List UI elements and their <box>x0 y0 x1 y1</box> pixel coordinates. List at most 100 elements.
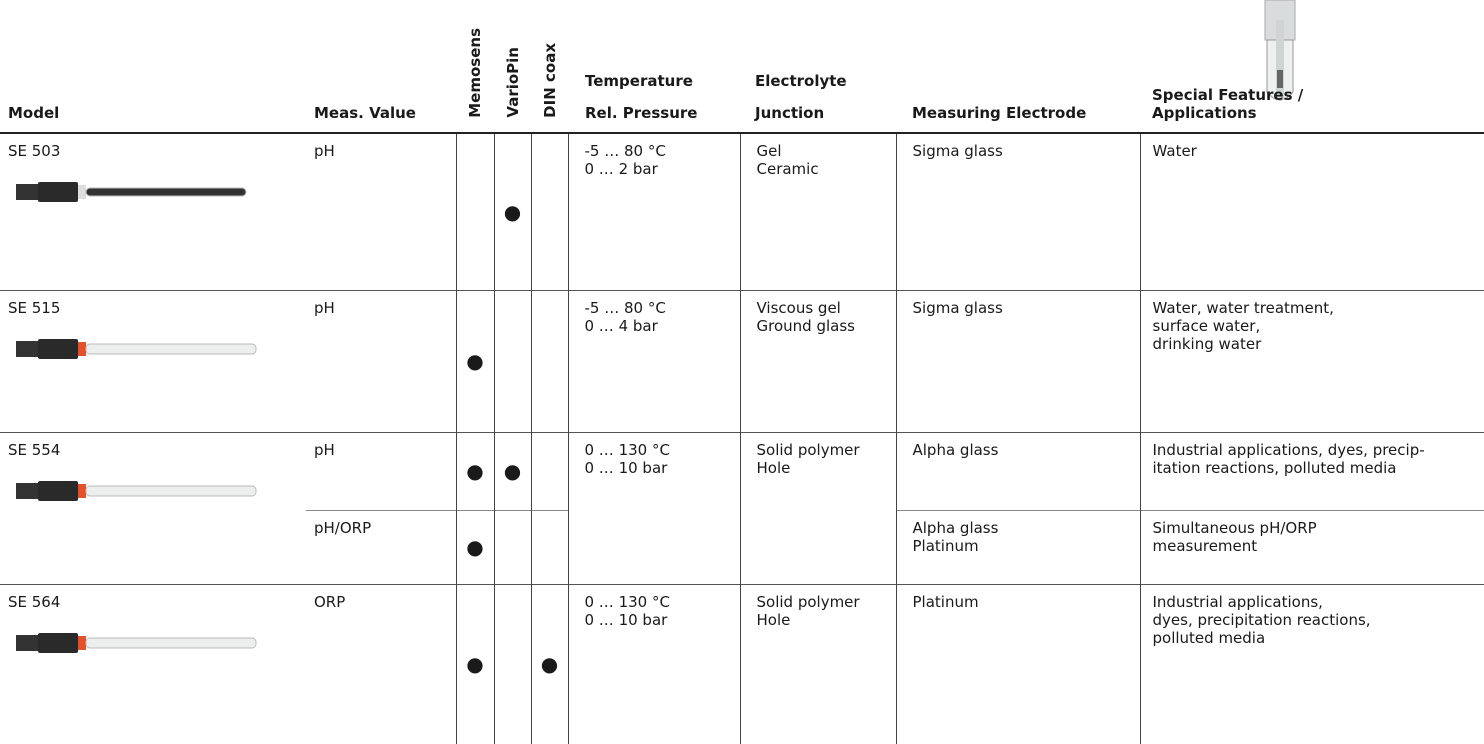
header-text: Special Features / <box>1152 86 1304 104</box>
cell-line: 0 … 4 bar <box>584 316 658 335</box>
meas-value-cell: pH <box>306 431 456 510</box>
electrode-cell: Alpha glass Platinum <box>895 509 1140 584</box>
connector-dot: ● <box>466 652 484 677</box>
applications-cell: Simultaneous pH/ORP measurement <box>1139 509 1484 584</box>
cell-line: Sigma glass <box>912 142 1003 160</box>
connector-cell <box>493 509 531 584</box>
cell-line: 0 … 2 bar <box>584 160 658 178</box>
cell-line: 0 … 130 °C <box>584 440 670 459</box>
connector-cell <box>455 132 494 290</box>
cell-line: Alpha glass <box>912 518 999 537</box>
electrode-cell: Sigma glass <box>895 132 1140 290</box>
electrolyte-cell: Gel Ceramic <box>739 132 896 290</box>
connector-cell: ● <box>455 509 494 584</box>
connector-dot: ● <box>503 459 522 483</box>
table-row: SE 554 pH ● ● 0 … 130 °C 0 … 10 bar Solid pol… <box>0 431 1484 584</box>
electrode-cell: Sigma glass <box>895 289 1140 432</box>
electrolyte-cell: Viscous gel Ground glass <box>739 289 896 432</box>
cell-line: 0 … 130 °C <box>584 592 670 611</box>
cell-line: 0 … 10 bar <box>584 458 668 477</box>
cell-line: Ceramic <box>756 160 819 178</box>
cell-line: Platinum <box>912 592 979 611</box>
model-cell: SE 554 <box>0 431 306 584</box>
connector-dot: ● <box>466 535 484 559</box>
connector-dot: ● <box>466 349 484 373</box>
electrode-cell: Platinum <box>895 583 1140 744</box>
connector-cell: ● <box>455 583 494 744</box>
connector-cell: ● <box>455 431 494 510</box>
cell-line: Industrial applications, <box>1152 592 1323 611</box>
cell-line: dyes, precipitation reactions, <box>1152 610 1371 629</box>
cell-line: drinking water <box>1152 334 1262 353</box>
cell-line: measurement <box>1152 536 1258 555</box>
applications-cell: Industrial applications, dyes, precip-it… <box>1139 431 1484 510</box>
model-name: SE 515 <box>8 298 61 317</box>
header-text: DIN coax <box>540 43 559 118</box>
temperature-cell: 0 … 130 °C 0 … 10 bar <box>567 583 740 744</box>
connector-dot: ● <box>540 652 559 677</box>
header-cell: Temperature Rel. Pressure <box>568 0 740 134</box>
electrode-image <box>16 480 257 501</box>
header-cell: Special Features / Applications <box>1140 0 1484 134</box>
header-cell: Electrolyte Junction <box>740 0 896 134</box>
cell-line: itation reactions, polluted media <box>1152 458 1397 477</box>
header-text: Electrolyte <box>755 72 847 90</box>
cell-line: Water, water treatment, <box>1152 298 1334 317</box>
electrode-image <box>16 182 247 202</box>
header-text: VarioPin <box>503 47 522 118</box>
model-cell: SE 515 <box>0 289 306 432</box>
table-row: SE 503 pH ● -5 … 80 °C 0 … 2 bar Gel Ceramic S… <box>0 132 1484 290</box>
applications-cell: Water, water treatment, surface water, dri… <box>1139 289 1484 432</box>
electrode-cell: Alpha glass <box>895 431 1140 510</box>
header-cell: Measuring Electrode <box>896 0 1140 134</box>
connector-cell <box>493 583 531 744</box>
header-text: Memosens <box>466 28 484 118</box>
connector-cell: ● <box>455 289 494 432</box>
cell-line: Alpha glass <box>912 440 999 459</box>
cell-line: Viscous gel <box>756 298 841 317</box>
header-cell: Meas. Value <box>306 0 456 134</box>
cell-line: 0 … 10 bar <box>584 610 668 629</box>
connector-cell: ● <box>493 132 531 290</box>
connector-cell: ● <box>493 431 531 510</box>
connector-cell <box>530 132 568 290</box>
meas-value-cell: pH <box>306 289 456 432</box>
connector-dot: ● <box>466 459 484 483</box>
table-row: SE 515 pH ● -5 … 80 °C 0 … 4 bar Viscous gel… <box>0 289 1484 432</box>
cell-line: Solid polymer <box>756 592 860 611</box>
connector-cell <box>493 289 531 432</box>
model-name: SE 503 <box>8 142 61 160</box>
table-row: SE 564 ORP ● ● 0 … 130 °C 0 … 10 bar Solid po… <box>0 583 1484 744</box>
applications-cell: Water <box>1139 132 1484 290</box>
header-text: Applications <box>1152 104 1257 122</box>
meas-value-cell: pH <box>306 132 456 290</box>
cell-line: Sigma glass <box>912 298 1003 317</box>
cell-line: polluted media <box>1152 628 1266 647</box>
applications-cell: Industrial applications, dyes, precipitat… <box>1139 583 1484 744</box>
electrolyte-cell: Solid polymer Hole <box>739 431 896 584</box>
cell-line: -5 … 80 °C <box>584 142 666 160</box>
cell-line: Gel <box>756 142 782 160</box>
header-text: Temperature <box>585 72 693 90</box>
cell-line: -5 … 80 °C <box>584 298 666 317</box>
header-row: Model Meas. Value Memosens VarioPin DIN … <box>0 0 1484 134</box>
model-name: SE 554 <box>8 440 61 459</box>
header-cell: Memosens <box>456 0 494 134</box>
temperature-cell: -5 … 80 °C 0 … 2 bar <box>567 132 740 290</box>
header-cell: Model <box>0 0 306 134</box>
header-text: Junction <box>755 104 825 122</box>
model-cell: SE 503 <box>0 132 306 290</box>
cell-line: Platinum <box>912 536 979 555</box>
table-row: pH/ORP ● Alpha glass Platinum Simultaneous p… <box>0 509 1484 584</box>
electrode-image <box>16 338 257 359</box>
connector-cell: ● <box>530 583 568 744</box>
header-cell: DIN coax <box>531 0 568 134</box>
meas-value-cell: pH/ORP <box>306 509 456 584</box>
header-cell: VarioPin <box>494 0 531 134</box>
temperature-cell: -5 … 80 °C 0 … 4 bar <box>567 289 740 432</box>
connector-cell <box>530 509 568 584</box>
cell-line: Industrial applications, dyes, precip- <box>1152 440 1425 459</box>
model-name: SE 564 <box>8 592 61 611</box>
